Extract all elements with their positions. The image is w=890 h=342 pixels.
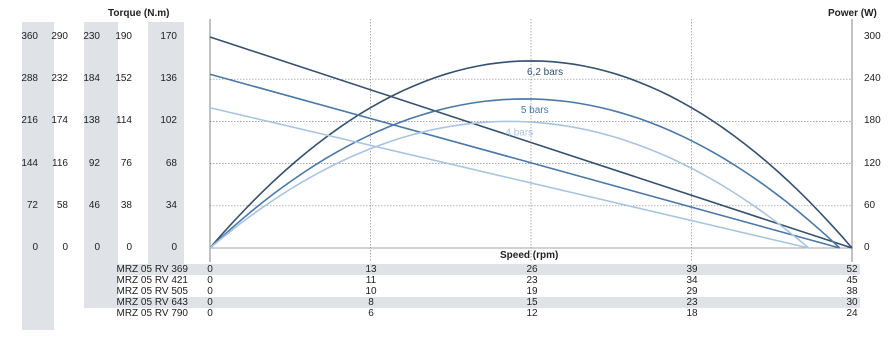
speed-value: 23 [526,275,537,286]
speed-row-model: MRZ 05 RV 505 [96,286,188,297]
speed-value: 45 [846,275,857,286]
speed-value: 38 [846,286,857,297]
speed-row-model: MRZ 05 RV 643 [96,297,188,308]
speed-value: 52 [846,264,857,275]
speed-row-model: MRZ 05 RV 421 [96,275,188,286]
speed-value: 34 [686,275,697,286]
speed-value: 15 [526,297,537,308]
speed-value: 11 [366,275,376,286]
speed-value: 10 [365,286,376,297]
speed-value: 29 [686,286,697,297]
speed-value: 0 [207,275,213,286]
power-curve-2 [210,121,809,248]
speed-value: 18 [686,308,697,319]
speed-row-model: MRZ 05 RV 790 [96,308,188,319]
series-label: 5 bars [521,105,549,116]
speed-value: 30 [846,297,857,308]
series-label: 4 bars [505,127,533,138]
speed-value: 12 [526,308,537,319]
series-label: 6,2 bars [527,67,563,78]
speed-value: 0 [207,264,213,275]
speed-value: 39 [686,264,697,275]
speed-axis-title: Speed (rpm) [500,250,558,261]
speed-value: 24 [846,308,857,319]
torque-line-1 [210,74,840,248]
speed-value: 23 [686,297,697,308]
speed-value: 8 [368,297,374,308]
speed-value: 0 [207,297,213,308]
speed-value: 0 [207,286,213,297]
speed-row-model: MRZ 05 RV 369 [96,264,188,275]
speed-value: 6 [368,308,374,319]
speed-value: 19 [526,286,537,297]
speed-value: 0 [207,308,213,319]
speed-value: 13 [365,264,376,275]
speed-value: 26 [526,264,537,275]
